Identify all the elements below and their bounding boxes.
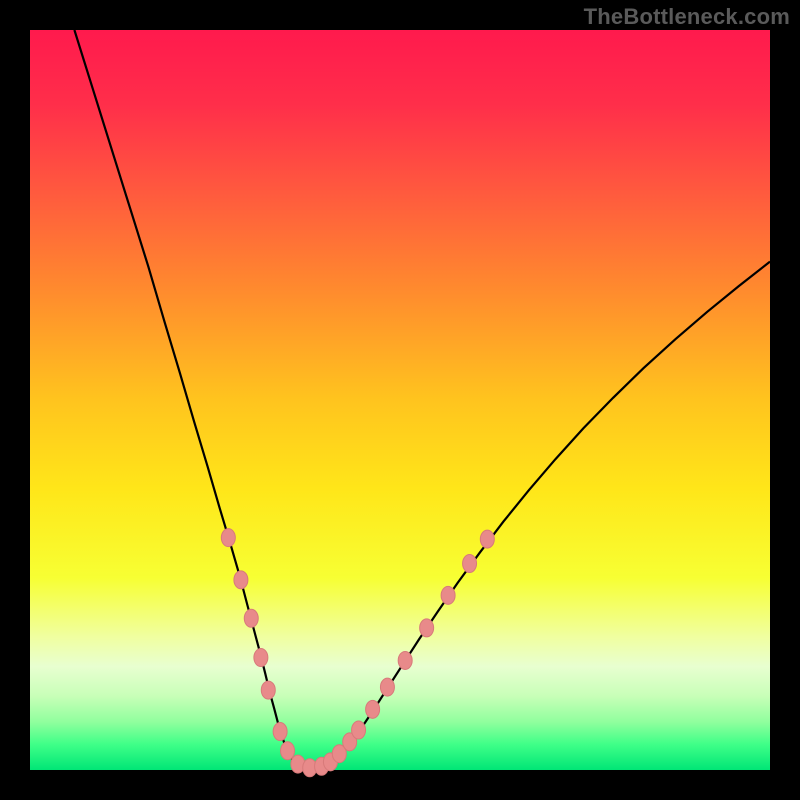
curve-marker (281, 742, 295, 760)
right-curve-line (311, 262, 770, 770)
left-curve-line (74, 30, 311, 769)
watermark-text: TheBottleneck.com (584, 4, 790, 30)
bottleneck-curve (30, 30, 770, 770)
curve-marker (366, 700, 380, 718)
curve-marker (244, 609, 258, 627)
curve-marker (234, 571, 248, 589)
curve-marker (261, 681, 275, 699)
curve-marker (441, 586, 455, 604)
curve-marker (480, 530, 494, 548)
curve-marker (420, 619, 434, 637)
curve-marker (380, 678, 394, 696)
plot-area (30, 30, 770, 770)
curve-marker (221, 529, 235, 547)
curve-marker (398, 651, 412, 669)
chart-canvas: TheBottleneck.com (0, 0, 800, 800)
curve-marker (352, 721, 366, 739)
curve-marker (254, 649, 268, 667)
curve-marker (463, 555, 477, 573)
curve-marker (273, 723, 287, 741)
curve-markers (221, 529, 494, 777)
